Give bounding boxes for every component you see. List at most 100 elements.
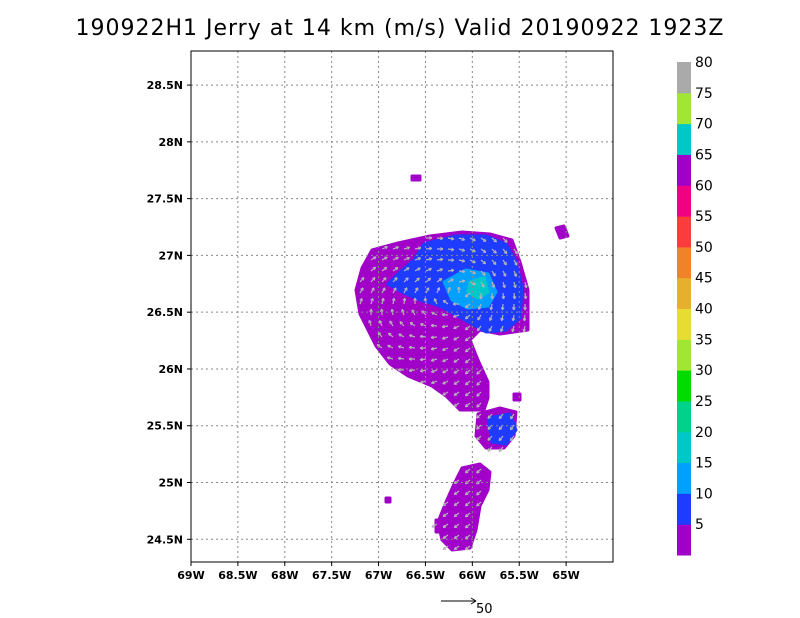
wind-vector-head bbox=[464, 403, 469, 408]
colorbar-label: 10 bbox=[695, 486, 713, 502]
wind-vector-head bbox=[384, 245, 388, 250]
wind-vector-head bbox=[442, 347, 446, 352]
wind-vector-head bbox=[450, 278, 454, 282]
wind-vector-head bbox=[453, 535, 458, 540]
wind-vector-head bbox=[476, 327, 481, 332]
field-purple-speck-2 bbox=[554, 224, 570, 240]
wind-vector-head bbox=[500, 307, 505, 311]
wind-vector-head bbox=[503, 250, 508, 255]
colorbar-swatch bbox=[677, 308, 691, 340]
wind-vector-head bbox=[383, 277, 387, 281]
wind-vector-head bbox=[406, 246, 411, 250]
wind-vector-head bbox=[442, 502, 447, 506]
wind-vector-head bbox=[477, 317, 481, 321]
wind-vector-head bbox=[472, 281, 476, 286]
wind-vector-head bbox=[420, 322, 424, 327]
wind-vector-head bbox=[464, 293, 469, 298]
lon-label: 65.5W bbox=[500, 569, 539, 582]
wind-vector-head bbox=[476, 492, 480, 496]
wind-vector-head bbox=[461, 259, 466, 263]
lat-lon-grid bbox=[187, 51, 613, 566]
colorbar: 5 10 15 20 25 30 35 40 45 50 55 60 65 70 75 80 bbox=[677, 55, 713, 556]
wind-vector-head bbox=[476, 371, 480, 375]
wind-vector-head bbox=[383, 266, 388, 271]
wind-vector-head bbox=[464, 491, 469, 496]
wind-vector-head bbox=[453, 480, 458, 485]
wind-vector-head bbox=[512, 307, 516, 311]
lon-label: 66.5W bbox=[406, 569, 445, 582]
wind-vector-head bbox=[406, 267, 410, 271]
wind-vector-head bbox=[522, 318, 527, 322]
wind-vector-head bbox=[408, 345, 413, 350]
wind-vector-head bbox=[453, 392, 458, 396]
map-frame bbox=[190, 50, 614, 563]
wind-vector-head bbox=[488, 317, 493, 321]
wind-vector-head bbox=[371, 277, 376, 281]
wind-vector-head bbox=[476, 415, 480, 419]
wind-vector-head bbox=[397, 345, 402, 349]
lat-label: 28N bbox=[158, 136, 183, 149]
wind-vector-head bbox=[438, 278, 443, 282]
wind-vector-head bbox=[442, 369, 446, 374]
wind-vector-head bbox=[370, 297, 374, 302]
wind-vector-head bbox=[450, 236, 455, 241]
colorbar-label: 50 bbox=[695, 240, 713, 256]
colorbar-swatch bbox=[677, 524, 691, 556]
wind-vector-head bbox=[509, 426, 514, 431]
colorbar-label: 65 bbox=[695, 147, 713, 163]
colorbar-label: 80 bbox=[695, 55, 713, 71]
field-purple-south-lower bbox=[436, 462, 492, 552]
wind-vector-head bbox=[423, 297, 428, 302]
wind-vector-head bbox=[359, 297, 363, 302]
wind-vector-head bbox=[430, 323, 434, 328]
lon-label: 65W bbox=[552, 569, 579, 582]
wind-vector-head bbox=[476, 393, 480, 397]
wind-vector-head bbox=[429, 236, 433, 240]
wind-vector-head bbox=[430, 369, 435, 373]
lon-axis-labels: 69W 68.5W 68W 67.5W 67W 66.5W 66W 65.5W 65W bbox=[177, 569, 580, 582]
wind-vector-head bbox=[476, 437, 480, 441]
wind-vector-head bbox=[371, 287, 375, 291]
wind-vector-head bbox=[428, 246, 433, 251]
wind-vector-head bbox=[461, 279, 466, 284]
wind-vector-head bbox=[512, 295, 517, 300]
wind-vector-head bbox=[490, 296, 495, 300]
wind-vector-head bbox=[489, 306, 494, 311]
wind-vector-head bbox=[491, 284, 496, 288]
wind-vector-head bbox=[513, 273, 518, 277]
wind-vector-head bbox=[453, 381, 458, 385]
colorbar-swatch bbox=[677, 493, 691, 525]
wind-vector-head bbox=[488, 328, 492, 332]
wind-vector-head bbox=[464, 337, 469, 342]
wind-vector-head bbox=[404, 287, 408, 291]
colorbar-swatch bbox=[677, 185, 691, 217]
wind-vector-head bbox=[417, 257, 422, 261]
wind-vector-head bbox=[425, 287, 430, 291]
wind-vector-head bbox=[492, 261, 497, 265]
wind-vector-head bbox=[447, 286, 451, 291]
wind-vector-head bbox=[513, 284, 517, 289]
wind-vector-head bbox=[524, 284, 528, 289]
colorbar-swatch bbox=[677, 370, 691, 402]
wind-vector-head bbox=[408, 334, 413, 338]
colorbar-label: 20 bbox=[695, 425, 713, 441]
field-purple-speck-4 bbox=[384, 496, 392, 504]
wind-vector-head bbox=[430, 346, 435, 351]
colorbar-label: 30 bbox=[695, 363, 713, 379]
wind-vector-head bbox=[472, 259, 476, 264]
wind-vector-head bbox=[441, 336, 446, 340]
wind-vector-head bbox=[464, 535, 469, 540]
wind-vector-head bbox=[442, 546, 447, 551]
wind-vector-head bbox=[382, 287, 386, 291]
wind-vector-head bbox=[461, 248, 466, 252]
wind-vectors bbox=[359, 236, 528, 551]
wind-vector-head bbox=[431, 380, 435, 385]
wind-vector-head bbox=[472, 248, 476, 253]
wind-vector-head bbox=[464, 370, 469, 375]
wind-vector-head bbox=[413, 297, 417, 301]
wind-vector-head bbox=[419, 380, 424, 384]
wind-vector-head bbox=[439, 268, 444, 272]
wind-vector-head bbox=[472, 270, 476, 275]
colorbar-swatch bbox=[677, 431, 691, 464]
colorbar-label: 70 bbox=[695, 117, 713, 133]
